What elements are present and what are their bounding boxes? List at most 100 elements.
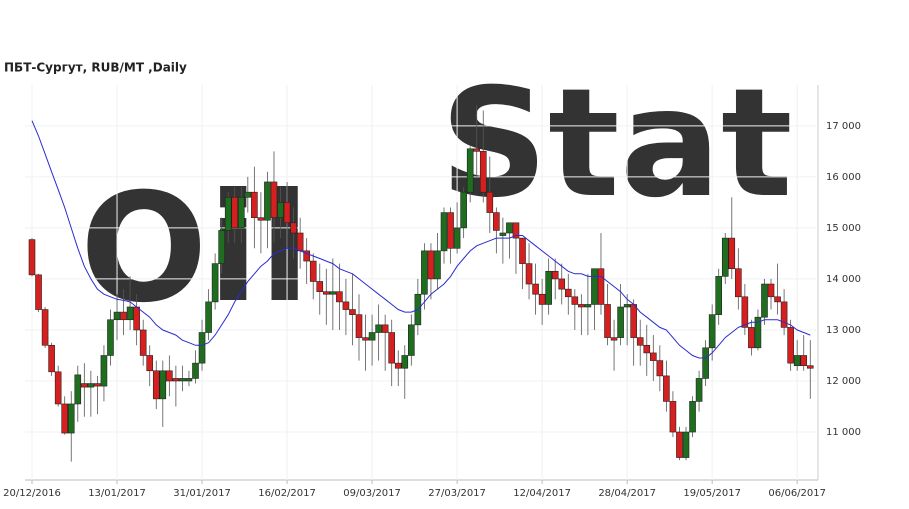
- candle-body: [551, 270, 559, 280]
- candle-body: [695, 378, 703, 402]
- candle-body: [617, 306, 624, 338]
- candle-body: [636, 337, 644, 346]
- y-tick-label: 17 000: [826, 121, 861, 132]
- candle-body: [218, 230, 225, 264]
- candle-body: [211, 263, 219, 303]
- candle-body: [185, 378, 193, 382]
- candle-body: [35, 274, 42, 310]
- candle-body: [591, 268, 598, 305]
- candle-body: [224, 196, 232, 231]
- candle-body: [578, 304, 585, 308]
- candle-body: [623, 304, 631, 308]
- candle-body: [94, 383, 101, 387]
- candle-body: [368, 332, 376, 341]
- x-tick-label: 13/01/2017: [88, 488, 146, 499]
- candle-body: [113, 311, 121, 321]
- candle-body: [519, 237, 526, 264]
- candle-body: [179, 378, 186, 382]
- candle-body: [479, 151, 487, 193]
- candle-body: [735, 268, 742, 298]
- candle-body: [107, 319, 114, 356]
- candle-body: [159, 370, 167, 400]
- candle-body: [192, 362, 199, 379]
- candle-body: [466, 148, 474, 193]
- chart-title: ПБТ-Сургут, RUB/MT ,Daily: [4, 61, 187, 75]
- candle-body: [67, 403, 75, 434]
- candle-body: [721, 237, 729, 277]
- candle-body: [133, 306, 140, 331]
- candle-body: [408, 324, 415, 356]
- candle-body: [499, 232, 507, 236]
- candle-body: [643, 344, 651, 354]
- candle-body: [702, 347, 709, 379]
- candle-body: [362, 337, 369, 341]
- x-tick-label: 20/12/2016: [3, 488, 61, 499]
- candle-body: [257, 217, 265, 221]
- candle-body: [708, 314, 716, 349]
- candle-body: [649, 352, 657, 361]
- candle-body: [460, 191, 467, 229]
- candle-body: [630, 304, 637, 338]
- candle-body: [741, 296, 749, 328]
- x-tick-label: 31/01/2017: [173, 488, 231, 499]
- candle-body: [748, 327, 755, 349]
- candle-body: [767, 283, 775, 298]
- candle-body: [427, 250, 435, 280]
- candle-body: [146, 355, 154, 372]
- candle-body: [440, 212, 448, 252]
- candle-body: [689, 401, 696, 433]
- candle-body: [669, 401, 677, 433]
- candle-body: [401, 355, 409, 369]
- candle-body: [61, 403, 69, 434]
- candle-body: [309, 260, 317, 282]
- candle-body: [316, 281, 324, 292]
- candle-body: [322, 291, 330, 295]
- candle-body: [512, 222, 520, 239]
- candle-body: [806, 365, 814, 369]
- candle-body: [152, 370, 160, 400]
- candle-body: [342, 301, 350, 310]
- candle-body: [761, 283, 768, 318]
- candle-body: [120, 311, 127, 321]
- y-tick-label: 16 000: [826, 172, 861, 183]
- candle-body: [100, 355, 108, 387]
- x-tick-label: 06/06/2017: [768, 488, 826, 499]
- candle-body: [388, 332, 396, 364]
- y-tick-label: 11 000: [826, 427, 861, 438]
- candle-body: [564, 288, 572, 298]
- candle-body: [780, 301, 788, 328]
- candle-body: [506, 222, 513, 234]
- x-tick-label: 09/03/2017: [343, 488, 401, 499]
- candle-body: [715, 276, 723, 315]
- candle-body: [486, 191, 494, 213]
- candle-body: [303, 250, 310, 262]
- moving-average: [31, 120, 811, 359]
- candle-body: [336, 291, 343, 303]
- candle-body: [290, 222, 297, 234]
- candle-body: [48, 344, 55, 373]
- candle-body: [558, 278, 566, 290]
- candle-body: [231, 196, 239, 229]
- candle-body: [610, 337, 618, 341]
- candle-body: [81, 383, 88, 388]
- candle-body: [381, 324, 389, 333]
- candle-body: [296, 232, 304, 252]
- candle-body: [277, 202, 284, 218]
- candle-body: [270, 181, 278, 218]
- candle-body: [375, 324, 382, 333]
- candle-body: [787, 327, 794, 364]
- candle-body: [421, 250, 428, 295]
- candle-body: [54, 371, 62, 405]
- candle-body: [538, 293, 546, 305]
- candle-body: [597, 268, 605, 305]
- candle-body: [584, 304, 592, 308]
- candle-body: [532, 283, 539, 295]
- candle-body: [237, 196, 245, 229]
- candle-body: [447, 212, 454, 249]
- x-tick-label: 19/05/2017: [683, 488, 741, 499]
- candle-body: [676, 431, 683, 458]
- candle-body: [545, 270, 552, 305]
- candle-body: [87, 383, 95, 388]
- candle-body: [244, 191, 252, 198]
